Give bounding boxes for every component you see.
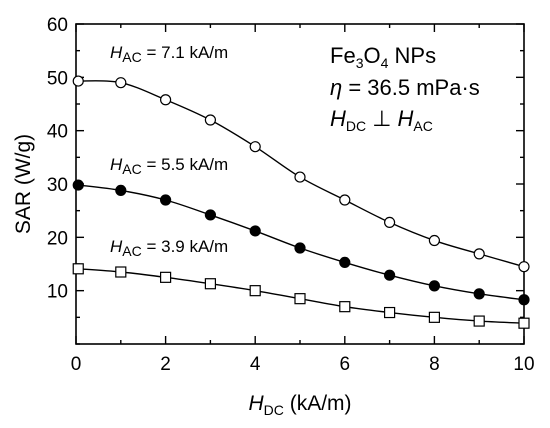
data-point — [428, 280, 440, 292]
data-point — [249, 225, 261, 237]
y-axis-title: SAR (W/g) — [12, 134, 35, 234]
series-curves — [78, 80, 525, 324]
data-point — [384, 216, 396, 228]
y-tick-label: 60 — [47, 15, 68, 36]
series-label-7-1: HAC = 7.1 kA/m — [110, 43, 228, 65]
viscosity-label: η = 36.5 mPa·s — [330, 75, 480, 100]
y-tick-label: 50 — [47, 68, 68, 89]
data-point — [384, 269, 396, 281]
data-point — [249, 285, 261, 297]
data-point — [294, 242, 306, 254]
y-tick-label: 30 — [47, 175, 68, 196]
data-point — [384, 306, 396, 319]
data-point — [473, 288, 485, 300]
data-point — [339, 301, 351, 313]
data-point — [518, 317, 530, 329]
series-label-3-9: HAC = 3.9 kA/m — [110, 237, 228, 259]
x-axis-title: HDC (kA/m) — [248, 392, 351, 418]
data-point — [72, 179, 84, 191]
data-point — [249, 141, 261, 153]
x-tick-label: 10 — [513, 354, 534, 375]
data-point — [115, 266, 127, 278]
series-label-5-5: HAC = 5.5 kA/m — [110, 155, 228, 177]
data-point — [160, 271, 172, 283]
data-point — [115, 184, 127, 196]
data-point — [518, 294, 530, 306]
data-point — [339, 194, 351, 206]
data-point — [428, 311, 440, 323]
field-orientation-label: HDC ⊥ HAC — [330, 106, 433, 134]
data-point — [72, 263, 84, 275]
data-point — [428, 234, 440, 247]
material-label: Fe3O4 NPs — [330, 43, 436, 71]
data-point — [473, 248, 485, 260]
data-point — [473, 315, 485, 327]
data-point — [294, 293, 306, 305]
data-point — [204, 114, 216, 126]
data-point — [160, 94, 172, 106]
x-tick-label: 4 — [250, 354, 261, 375]
y-tick-label: 10 — [47, 282, 68, 303]
series-markers — [72, 75, 530, 329]
axis-ticks: 0 2 4 6 8 10 10 20 30 40 50 60 — [47, 15, 535, 375]
data-point — [339, 256, 351, 268]
data-point — [72, 75, 84, 87]
data-point — [294, 171, 306, 183]
x-tick-label: 2 — [160, 354, 171, 375]
y-tick-label: 20 — [47, 228, 68, 249]
y-tick-label: 40 — [47, 122, 68, 143]
data-point — [115, 77, 127, 89]
data-point — [160, 194, 172, 206]
data-point — [204, 209, 216, 221]
data-point — [204, 278, 216, 290]
x-tick-label: 6 — [340, 354, 351, 375]
data-point — [518, 261, 530, 273]
x-tick-label: 8 — [429, 354, 440, 375]
x-tick-label: 0 — [71, 354, 82, 375]
